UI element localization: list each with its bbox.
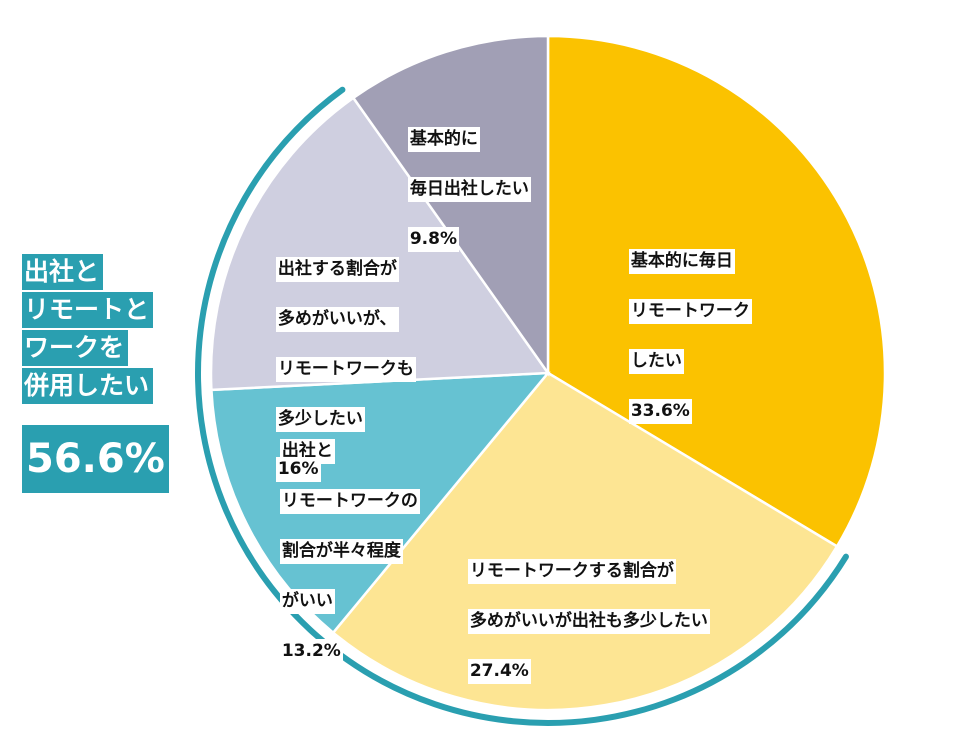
pie-slice bbox=[331, 371, 839, 712]
slice-label-line: リモートワーク bbox=[628, 299, 752, 324]
slice-label-line: 多少したい bbox=[275, 407, 365, 432]
pie-slice bbox=[351, 34, 550, 377]
slice-label-line: 基本的に bbox=[407, 127, 480, 152]
slice-label-remote-daily: 基本的に毎日 リモートワーク したい 33.6% bbox=[617, 224, 752, 424]
group-bracket-arc bbox=[195, 86, 849, 726]
slice-label-value: 27.4% bbox=[467, 659, 531, 684]
slice-label-value: 13.2% bbox=[279, 639, 343, 664]
slice-label-value: 9.8% bbox=[407, 227, 459, 252]
slice-label-line: リモートワークの bbox=[279, 489, 420, 514]
group-annotation-value: 56.6% bbox=[22, 425, 169, 493]
slice-label-line: 多めがいいが出社も多少したい bbox=[467, 609, 710, 634]
slice-label-line: したい bbox=[628, 349, 684, 374]
slice-label-value: 16% bbox=[275, 457, 321, 482]
group-annotation-line: 出社と bbox=[22, 254, 104, 290]
slice-label-line: 毎日出社したい bbox=[407, 177, 531, 202]
slice-label-line: 多めがいいが、 bbox=[275, 307, 399, 332]
group-annotation-line: ワークを bbox=[22, 330, 129, 366]
slice-label-line: リモートワークも bbox=[275, 357, 416, 382]
group-annotation-line: リモートと bbox=[22, 292, 154, 328]
group-annotation-line: 併用したい bbox=[22, 368, 154, 404]
slice-label-office-daily: 基本的に 毎日出社したい 9.8% bbox=[396, 102, 531, 252]
slice-label-remote-heavy: リモートワークする割合が 多めがいいが出社も多少したい 27.4% bbox=[456, 534, 710, 684]
slice-label-line: 割合が半々程度 bbox=[279, 539, 403, 564]
slice-label-line: 基本的に毎日 bbox=[628, 249, 735, 274]
slice-label-line: がいい bbox=[279, 589, 335, 614]
slice-label-office-heavy: 出社する割合が 多めがいいが、 リモートワークも 多少したい 16% bbox=[264, 232, 416, 482]
slice-label-line: 出社する割合が bbox=[275, 257, 399, 282]
slice-label-value: 33.6% bbox=[628, 399, 692, 424]
slice-label-line: リモートワークする割合が bbox=[467, 559, 676, 584]
group-annotation-label: 出社と リモートと ワークを 併用したい bbox=[22, 254, 154, 406]
